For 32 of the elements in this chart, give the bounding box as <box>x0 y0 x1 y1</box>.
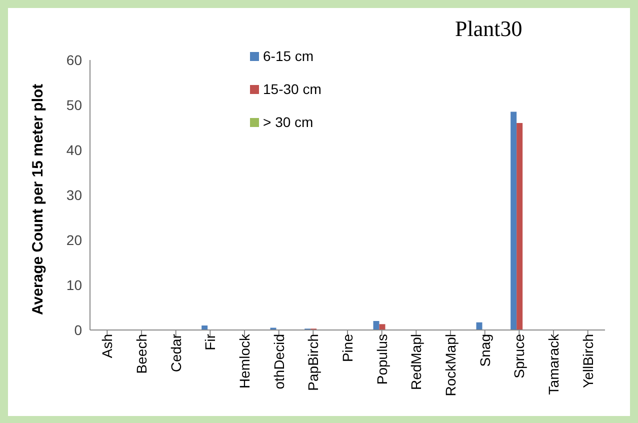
y-tick-label: 50 <box>66 96 82 113</box>
x-tick-label: Populus <box>374 334 390 385</box>
x-tick-label: Beech <box>133 334 150 374</box>
x-tick-label: RockMapl <box>442 334 458 396</box>
chart-title: Plant30 <box>455 16 522 42</box>
bar <box>510 112 517 330</box>
x-tick-label: Cedar <box>168 334 184 372</box>
y-tick-label: 10 <box>66 276 82 293</box>
y-axis-title: Average Count per 15 meter plot <box>29 84 46 315</box>
legend-label: > 30 cm <box>263 113 314 132</box>
bar <box>373 321 380 330</box>
y-tick-label: 0 <box>74 322 82 338</box>
x-tick-label: Pine <box>339 334 356 362</box>
x-tick-label: Ash <box>99 334 116 358</box>
x-tick-label: Hemlock <box>236 333 252 388</box>
x-tick-label: Spruce <box>511 334 528 378</box>
legend-label: 15-30 cm <box>263 80 322 99</box>
x-tick-label: YellBirch <box>580 334 596 388</box>
bar <box>516 123 523 330</box>
bar <box>476 322 482 330</box>
y-tick-label: 60 <box>66 52 82 68</box>
x-tick-label: PapBirch <box>305 334 322 391</box>
y-tick-label: 30 <box>66 186 82 203</box>
x-tick-label: Fir <box>202 334 218 350</box>
x-tick-label: othDecid <box>270 334 287 390</box>
legend-label: 6-15 cm <box>263 47 314 66</box>
x-tick-label: RedMapl <box>408 334 424 390</box>
bar <box>379 324 386 330</box>
y-tick-label: 20 <box>66 232 82 248</box>
x-tick-label: Snag <box>476 334 493 367</box>
y-tick-label: 40 <box>66 142 82 158</box>
x-tick-label: Tamarack <box>545 333 562 395</box>
